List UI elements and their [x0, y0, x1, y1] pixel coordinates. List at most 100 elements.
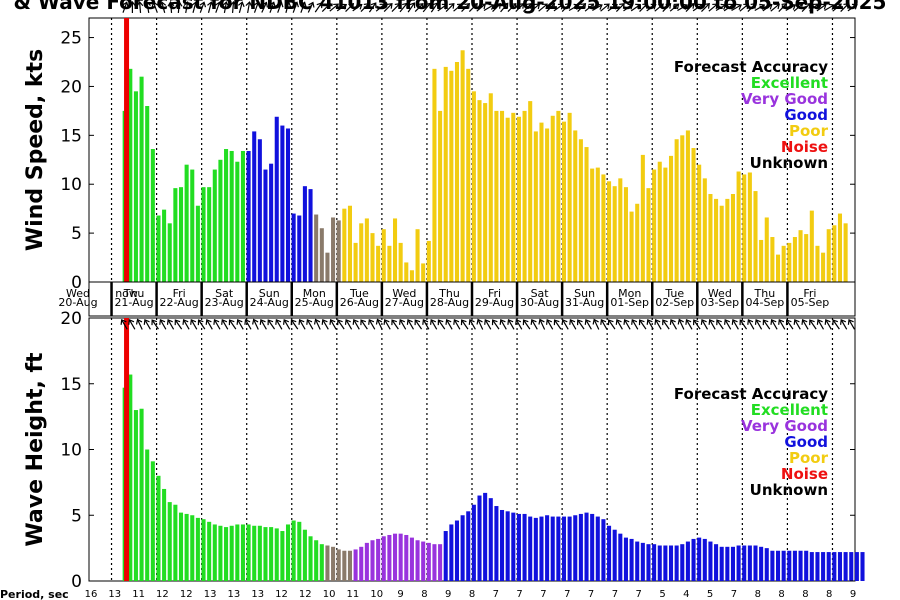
wind-ytick-label: 25: [60, 29, 82, 49]
wave-bar: [652, 544, 657, 581]
wind-arrow-shaft: [391, 4, 400, 12]
wind-legend-item: Unknown: [750, 154, 828, 172]
wind-arrow-shaft: [468, 4, 477, 12]
wind-bar: [708, 194, 713, 282]
wind-arrow-shaft: [701, 4, 709, 12]
wind-bar: [370, 233, 375, 282]
wave-bar: [618, 533, 623, 581]
wave-bar: [708, 541, 713, 581]
wave-legend-item: Noise: [781, 465, 828, 483]
wind-bar: [162, 209, 167, 282]
wave-direction-arrow: [538, 318, 546, 330]
wind-direction-arrow: [615, 3, 625, 12]
wind-arrow-shaft: [292, 3, 298, 13]
wind-direction-arrow: [568, 3, 580, 12]
wave-bar: [657, 545, 662, 581]
wave-period-value: 9: [397, 589, 403, 600]
wave-direction-arrow: [228, 319, 237, 330]
wind-direction-arrow: [399, 2, 408, 13]
wind-arrow-head: [245, 1, 253, 7]
wind-arrow-shaft: [685, 4, 694, 12]
wave-bar: [747, 545, 752, 581]
wind-bar: [494, 110, 499, 282]
wind-arrow-head: [650, 3, 657, 10]
wave-arrow-head: [724, 318, 731, 325]
wind-arrow-shaft: [253, 3, 259, 13]
wave-arrow-head: [584, 318, 591, 325]
wind-bar: [719, 205, 724, 282]
wind-direction-arrow: [422, 2, 431, 13]
wind-arrow-head: [409, 2, 416, 9]
wave-arrow-head: [313, 318, 321, 325]
wave-direction-arrow: [267, 319, 276, 330]
wind-direction-arrow: [747, 3, 757, 12]
wind-arrow-shaft: [185, 2, 189, 14]
wave-arrow-shaft: [369, 320, 376, 330]
wave-arrow-head: [623, 318, 630, 325]
wind-arrow-head: [300, 1, 307, 8]
wave-arrow-shaft: [763, 320, 771, 330]
wave-bar: [770, 550, 775, 581]
wave-arrow-shaft: [662, 320, 670, 330]
wave-bar: [494, 506, 499, 581]
wave-arrow-head: [615, 318, 622, 325]
wave-direction-arrow: [847, 318, 856, 330]
wave-bar: [567, 516, 572, 581]
wind-arrow-shaft: [677, 4, 687, 12]
wave-bar: [730, 546, 735, 581]
wave-direction-arrow: [708, 318, 716, 330]
wind-direction-arrow: [832, 3, 842, 12]
wind-arrow-shaft: [476, 4, 485, 12]
wind-direction-arrow: [175, 1, 183, 14]
wave-period-value: 12: [299, 589, 312, 600]
wind-arrow-shaft: [122, 3, 127, 13]
wave-bar: [438, 544, 443, 581]
wind-arrow-head: [207, 1, 214, 8]
wind-arrow-shaft: [754, 4, 764, 12]
wave-arrow-shaft: [570, 320, 577, 330]
wave-period-value: 5: [659, 589, 665, 600]
wind-arrow-head: [642, 3, 649, 9]
wind-direction-arrow: [492, 3, 502, 12]
wind-arrow-shaft: [247, 2, 250, 14]
wind-direction-arrow: [292, 1, 299, 13]
wave-arrow-head: [731, 318, 738, 325]
wave-bar: [528, 516, 533, 581]
wind-legend-item: Poor: [789, 122, 829, 140]
wave-direction-arrow: [793, 318, 801, 330]
wind-direction-arrow: [191, 1, 199, 13]
wave-arrow-head: [174, 319, 181, 326]
wind-arrow-head: [122, 1, 129, 8]
wave-direction-arrow: [135, 318, 143, 330]
wind-arrow-head: [712, 3, 719, 10]
wave-arrow-head: [406, 318, 413, 325]
day-of-week-label: Fri: [803, 287, 816, 300]
wind-bar: [792, 237, 797, 282]
wave-direction-arrow: [747, 318, 755, 330]
wave-bar: [150, 461, 155, 581]
wave-arrow-head: [337, 319, 343, 326]
wave-period-value: 7: [564, 589, 570, 600]
wind-arrow-shaft: [801, 4, 810, 12]
wind-direction-arrow: [515, 3, 525, 12]
wave-arrow-shaft: [616, 320, 623, 330]
wind-direction-arrow: [692, 3, 703, 12]
wave-bar: [776, 550, 781, 581]
wave-arrow-head: [499, 318, 506, 325]
wind-arrow-head: [425, 2, 431, 9]
wind-bar: [837, 213, 843, 282]
wind-arrow-head: [341, 3, 348, 10]
wind-bar: [409, 270, 414, 282]
wave-direction-arrow: [329, 318, 337, 330]
wind-arrow-head: [191, 1, 199, 8]
wind-direction-arrow: [483, 3, 495, 12]
wind-arrow-shaft: [669, 4, 679, 12]
wind-direction-arrow: [677, 3, 688, 12]
wave-arrow-shaft: [601, 320, 608, 330]
wave-direction-arrow: [445, 318, 453, 330]
wind-bar: [274, 116, 279, 282]
wind-direction-arrow: [523, 3, 532, 12]
wave-ytick-label: 10: [60, 441, 82, 461]
wind-bar: [167, 223, 172, 282]
wave-period-value: 11: [132, 589, 145, 600]
